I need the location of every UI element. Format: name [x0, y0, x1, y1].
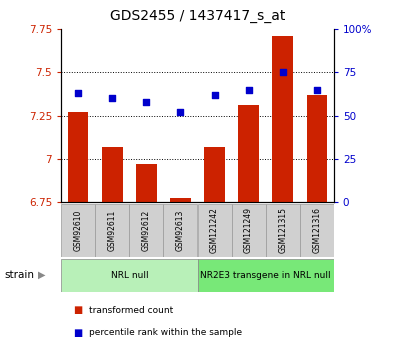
Point: [143, 99, 150, 105]
Text: NRL null: NRL null: [111, 270, 148, 280]
Point: [75, 90, 81, 96]
Point: [177, 109, 184, 115]
Bar: [61, 259, 197, 292]
Point: [245, 87, 252, 92]
Bar: [300, 204, 334, 257]
Bar: [95, 204, 130, 257]
Text: GSM92611: GSM92611: [108, 210, 117, 251]
Bar: [164, 204, 198, 257]
Text: percentile rank within the sample: percentile rank within the sample: [89, 328, 242, 337]
Bar: [307, 95, 327, 202]
Bar: [61, 204, 95, 257]
Bar: [198, 204, 231, 257]
Bar: [170, 198, 191, 202]
Text: GSM92613: GSM92613: [176, 210, 185, 251]
Text: GSM92612: GSM92612: [142, 210, 151, 251]
Bar: [136, 164, 156, 202]
Text: ■: ■: [73, 328, 82, 338]
Text: NR2E3 transgene in NRL null: NR2E3 transgene in NRL null: [200, 270, 331, 280]
Bar: [68, 112, 88, 202]
Point: [211, 92, 218, 98]
Point: [109, 96, 115, 101]
Bar: [198, 259, 334, 292]
Bar: [239, 105, 259, 202]
Text: GDS2455 / 1437417_s_at: GDS2455 / 1437417_s_at: [110, 9, 285, 23]
Bar: [130, 204, 164, 257]
Point: [280, 70, 286, 75]
Bar: [231, 204, 265, 257]
Bar: [102, 147, 122, 202]
Point: [314, 87, 320, 92]
Text: GSM121242: GSM121242: [210, 207, 219, 253]
Bar: [204, 147, 225, 202]
Text: strain: strain: [4, 270, 34, 280]
Text: GSM121249: GSM121249: [244, 207, 253, 253]
Bar: [273, 36, 293, 202]
Text: GSM121316: GSM121316: [312, 207, 321, 253]
Text: transformed count: transformed count: [89, 306, 173, 315]
Text: ■: ■: [73, 306, 82, 315]
Text: GSM121315: GSM121315: [278, 207, 287, 253]
Text: GSM92610: GSM92610: [74, 210, 83, 251]
Text: ▶: ▶: [38, 270, 45, 280]
Bar: [265, 204, 300, 257]
